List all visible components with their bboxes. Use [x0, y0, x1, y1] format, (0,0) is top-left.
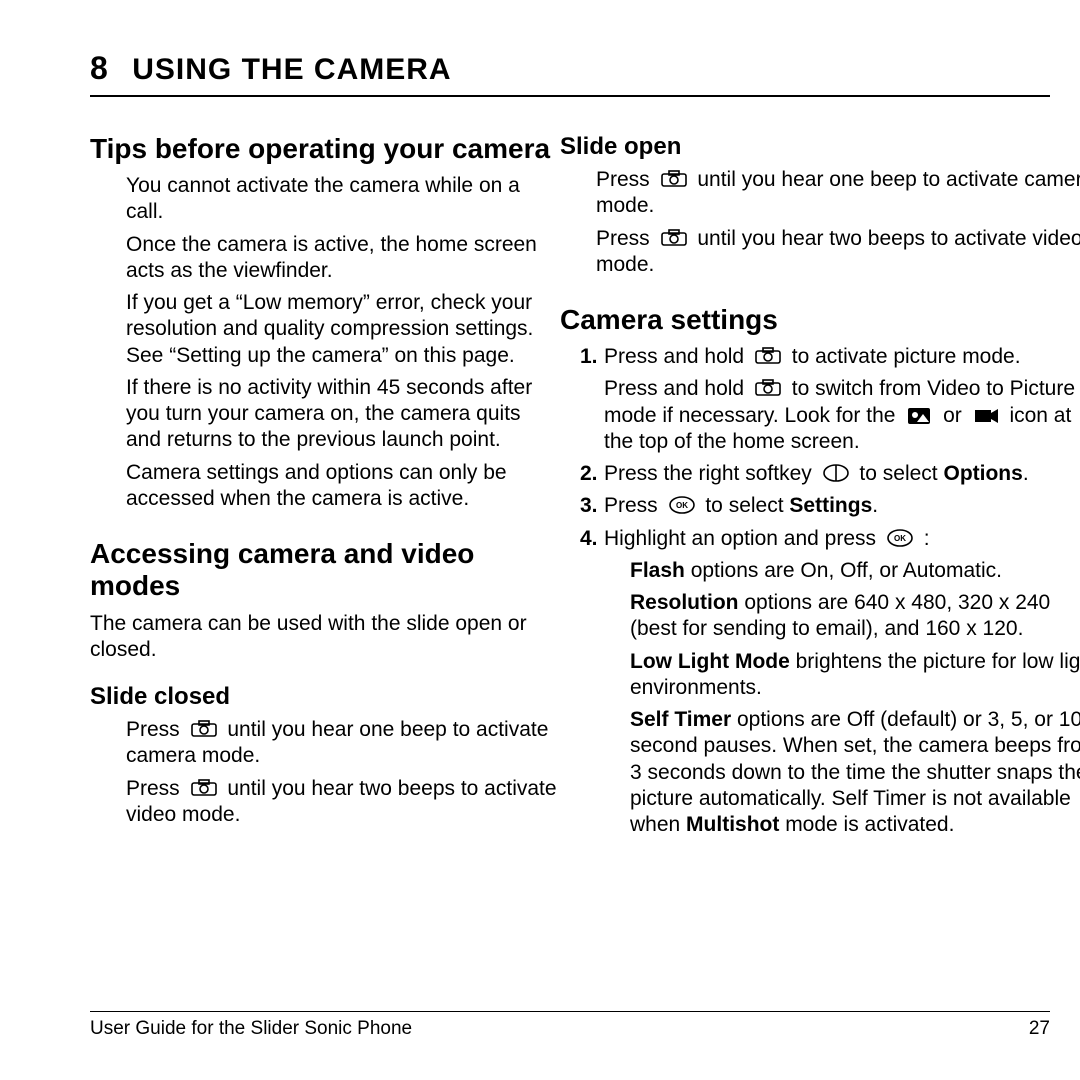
picture-mode-icon — [905, 405, 933, 425]
camera-icon — [754, 346, 782, 366]
video-mode-icon — [972, 405, 1000, 425]
accessing-intro: The camera can be used with the slide op… — [90, 611, 560, 664]
camera-icon — [660, 228, 688, 248]
camera-icon — [660, 169, 688, 189]
chapter-number: 8 — [90, 50, 109, 86]
tip-1: You cannot activate the camera while on … — [126, 173, 560, 226]
page-footer: User Guide for the Slider Sonic Phone 27 — [90, 1011, 1050, 1040]
heading-accessing: Accessing camera and video modes — [90, 538, 560, 602]
step-2: 2. Press the right softkey to select Opt… — [580, 461, 1080, 487]
tip-4: If there is no activity within 45 second… — [126, 375, 560, 454]
tip-2: Once the camera is active, the home scre… — [126, 232, 560, 285]
tip-5: Camera settings and options can only be … — [126, 460, 560, 513]
right-column: Slide open Press until you hear one beep… — [560, 133, 1080, 844]
opt-flash: Flash options are On, Off, or Automatic. — [630, 558, 1080, 584]
slide-open-1: Press until you hear one beep to activat… — [596, 167, 1080, 220]
slide-open-2: Press until you hear two beeps to activa… — [596, 226, 1080, 279]
camera-icon — [190, 778, 218, 798]
chapter-title: USING THE CAMERA — [132, 53, 451, 86]
slide-closed-1: Press until you hear one beep to activat… — [126, 717, 560, 770]
subhead-slide-closed: Slide closed — [90, 683, 560, 711]
ok-icon — [886, 528, 914, 548]
ok-icon — [668, 495, 696, 515]
left-column: Tips before operating your camera You ca… — [90, 133, 560, 834]
opt-selftimer: Self Timer options are Off (default) or … — [630, 707, 1080, 838]
subhead-slide-open: Slide open — [560, 133, 1080, 161]
softkey-icon — [822, 463, 850, 483]
footer-title: User Guide for the Slider Sonic Phone — [90, 1018, 412, 1039]
content-columns: Tips before operating your camera You ca… — [90, 133, 1080, 1033]
chapter-header: 8 USING THE CAMERA — [90, 50, 1050, 97]
opt-lowlight: Low Light Mode brightens the picture for… — [630, 649, 1080, 702]
heading-camera-settings: Camera settings — [560, 304, 1080, 336]
step-4: 4. Highlight an option and press : — [580, 526, 1080, 552]
heading-tips: Tips before operating your camera — [90, 133, 560, 165]
tip-3: If you get a “Low memory” error, check y… — [126, 290, 560, 369]
step-1-note: Press and hold to switch from Video to P… — [604, 376, 1080, 455]
camera-icon — [754, 378, 782, 398]
opt-resolution: Resolution options are 640 x 480, 320 x … — [630, 590, 1080, 643]
slide-closed-2: Press until you hear two beeps to activa… — [126, 776, 560, 829]
camera-icon — [190, 719, 218, 739]
step-3: 3. Press to select Settings. — [580, 493, 1080, 519]
page-number: 27 — [1029, 1018, 1050, 1040]
step-1: 1. Press and hold to activate picture mo… — [580, 344, 1080, 455]
